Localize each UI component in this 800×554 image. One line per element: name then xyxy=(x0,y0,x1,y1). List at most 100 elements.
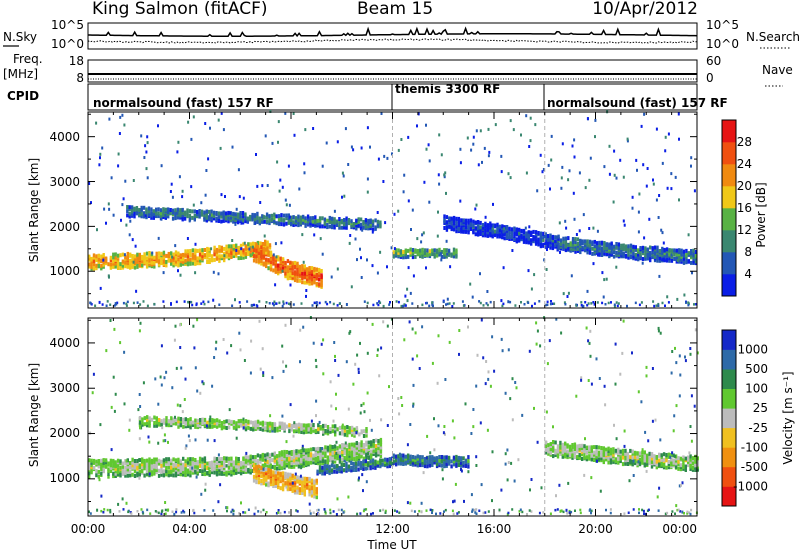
heatmap-cell xyxy=(223,251,226,256)
heatmap-cell xyxy=(301,482,304,487)
heatmap-speckle xyxy=(261,347,264,351)
heatmap-speckle xyxy=(596,459,598,463)
heatmap-cell xyxy=(301,487,304,492)
heatmap-cell xyxy=(682,255,686,260)
heatmap-cell xyxy=(653,254,657,259)
heatmap-cell xyxy=(281,262,285,267)
heatmap-cell xyxy=(298,264,302,269)
heatmap-cell xyxy=(320,283,323,288)
heatmap-cell xyxy=(593,450,596,455)
heatmap-cell xyxy=(203,420,207,425)
heatmap-cell xyxy=(235,424,238,429)
heatmap-speckle xyxy=(509,397,512,401)
heatmap-cell xyxy=(213,248,216,253)
heatmap-cell xyxy=(210,216,213,221)
heatmap-cell xyxy=(328,215,331,220)
heatmap-speckle xyxy=(506,448,509,452)
heatmap-cell xyxy=(97,253,100,258)
heatmap-speckle xyxy=(502,230,505,234)
heatmap-cell xyxy=(639,255,642,260)
heatmap-cell xyxy=(148,423,151,428)
heatmap-speckle xyxy=(162,271,165,275)
heatmap-cell xyxy=(307,457,310,462)
heatmap-speckle xyxy=(243,241,246,245)
heatmap-cell xyxy=(186,208,189,213)
heatmap-speckle xyxy=(366,190,369,194)
heatmap-cell xyxy=(684,468,687,472)
heatmap-cell xyxy=(662,457,666,462)
heatmap-cell xyxy=(323,224,327,229)
heatmap-cell xyxy=(133,258,137,263)
heatmap-cell xyxy=(313,483,316,488)
heatmap-cell xyxy=(383,460,387,464)
heatmap-speckle xyxy=(282,360,284,364)
heatmap-speckle xyxy=(154,377,157,381)
heatmap-cell xyxy=(566,443,569,448)
heatmap-cell xyxy=(215,247,219,252)
heatmap-cell xyxy=(194,258,197,263)
heatmap-cell xyxy=(102,467,105,472)
heatmap-cell xyxy=(419,254,422,259)
heatmap-cell xyxy=(603,251,606,256)
heatmap-speckle xyxy=(171,386,174,390)
heatmap-cell xyxy=(114,252,117,257)
heatmap-cell xyxy=(486,233,489,238)
heatmap-cell xyxy=(293,490,297,495)
heatmap-speckle xyxy=(326,302,329,306)
heatmap-cell xyxy=(179,208,182,213)
heatmap-cell xyxy=(160,251,163,256)
heatmap-cell xyxy=(364,462,367,467)
heatmap-cell xyxy=(273,455,276,460)
heatmap-cell xyxy=(225,426,228,430)
heatmap-cell xyxy=(561,450,564,455)
heatmap-cell xyxy=(277,482,280,487)
heatmap-cell xyxy=(189,261,192,266)
heatmap-cell xyxy=(124,459,127,464)
heatmap-cell xyxy=(189,457,192,462)
heatmap-speckle xyxy=(452,302,455,305)
heatmap-cell xyxy=(169,208,172,212)
heatmap-cell xyxy=(303,476,306,481)
heatmap-cell xyxy=(355,223,358,228)
heatmap-speckle xyxy=(121,497,124,501)
heatmap-cell xyxy=(291,487,294,492)
heatmap-speckle xyxy=(641,261,644,265)
heatmap-speckle xyxy=(164,501,167,504)
heatmap-cell xyxy=(302,217,305,222)
heatmap-speckle xyxy=(647,508,650,512)
heatmap-speckle xyxy=(443,425,446,428)
heatmap-cell xyxy=(109,463,113,468)
heatmap-speckle xyxy=(146,135,149,139)
heatmap-speckle xyxy=(407,135,410,139)
heatmap-cell xyxy=(655,462,658,467)
heatmap-cell xyxy=(556,444,560,449)
heatmap-speckle xyxy=(657,509,660,512)
heatmap-cell xyxy=(259,454,262,459)
heatmap-cell xyxy=(160,419,163,424)
heatmap-cell xyxy=(189,417,192,422)
heatmap-cell xyxy=(133,465,137,470)
heatmap-cell xyxy=(265,471,268,476)
heatmap-speckle xyxy=(459,147,462,151)
heatmap-speckle xyxy=(299,328,302,332)
heatmap-speckle xyxy=(643,236,646,240)
heatmap-cell xyxy=(648,454,651,458)
heatmap-speckle xyxy=(272,303,275,307)
heatmap-cell xyxy=(392,250,395,255)
heatmap-cell xyxy=(374,462,377,467)
heatmap-speckle xyxy=(321,447,323,450)
heatmap-cell xyxy=(229,215,233,220)
heatmap-cell xyxy=(309,423,313,428)
heatmap-speckle xyxy=(536,440,539,444)
heatmap-cell xyxy=(203,459,207,464)
heatmap-cell xyxy=(249,459,252,464)
heatmap-cell xyxy=(261,452,264,457)
heatmap-cell xyxy=(119,262,122,267)
heatmap-cell xyxy=(362,225,365,230)
heatmap-cell xyxy=(646,461,649,466)
heatmap-speckle xyxy=(449,265,452,269)
heatmap-cell xyxy=(355,218,358,223)
frequency-panel-frame xyxy=(87,59,698,83)
heatmap-speckle xyxy=(596,253,599,257)
heatmap-speckle xyxy=(112,462,115,466)
